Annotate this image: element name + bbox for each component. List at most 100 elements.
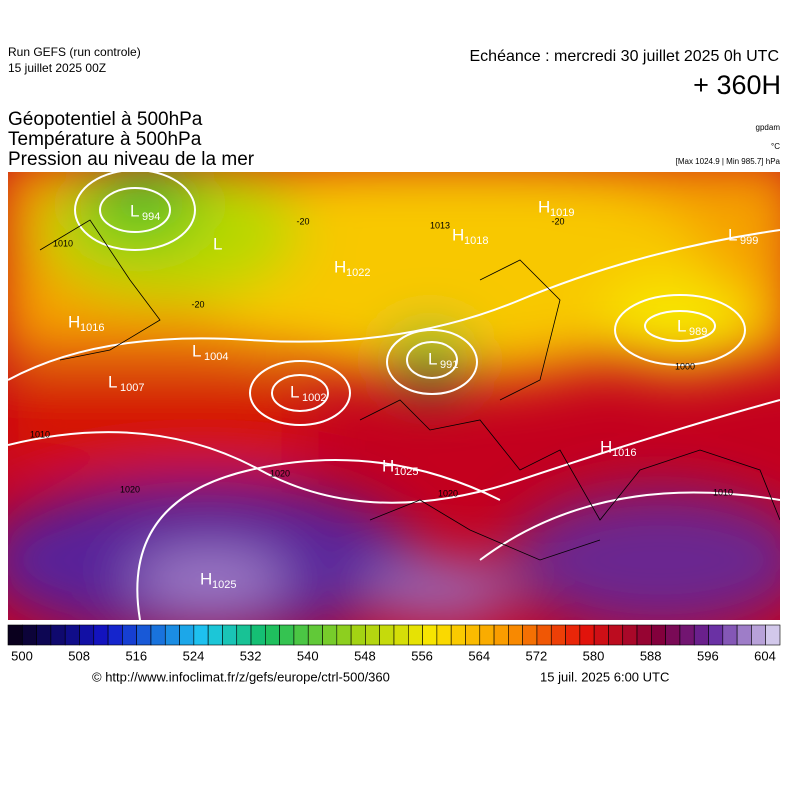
colorbar-tick-label: 604 — [754, 648, 776, 663]
colorbar-swatch — [365, 624, 381, 646]
map — [8, 172, 780, 620]
colorbar-swatch — [493, 624, 509, 646]
contour-label: 1010 — [53, 238, 73, 248]
unit: gpdam — [756, 123, 781, 132]
center-value: 991 — [440, 359, 458, 371]
colorbar-tick-label: 516 — [125, 648, 147, 663]
colorbar-swatch — [136, 624, 152, 646]
center-value: 1004 — [204, 351, 228, 363]
center-value: 1007 — [120, 382, 144, 394]
colorbar-swatch — [21, 624, 37, 646]
center-value: 1025 — [394, 466, 418, 478]
colorbar-swatch — [307, 624, 323, 646]
colorbar-tick-label: 540 — [297, 648, 319, 663]
colorbar-swatch — [64, 624, 80, 646]
run: Run GEFS (run controle) — [8, 45, 141, 59]
colorbar-swatch — [236, 624, 252, 646]
center-letter: L — [130, 201, 139, 220]
colorbar-swatch — [693, 624, 709, 646]
colorbar-tick-label: 548 — [354, 648, 376, 663]
center-letter: H — [538, 197, 550, 216]
contour-label: -20 — [191, 299, 204, 309]
colorbar-swatch — [193, 624, 209, 646]
field: Géopotentiel à 500hPa — [8, 109, 203, 130]
field: Pression au niveau de la mer — [8, 149, 255, 170]
colorbar-swatch — [536, 624, 552, 646]
colorbar-swatch — [407, 624, 423, 646]
colorbar-swatch — [265, 624, 280, 646]
center-value: 1016 — [80, 322, 104, 334]
colorbar-tick-label: 572 — [526, 648, 548, 663]
colorbar-swatch — [593, 624, 609, 646]
center-letter: L — [677, 316, 686, 335]
colorbar-swatch — [665, 624, 681, 646]
generated: 15 juil. 2025 6:00 UTC — [540, 669, 669, 684]
run-date: 15 juillet 2025 00Z — [8, 61, 106, 75]
colorbar-swatch — [122, 624, 137, 646]
colorbar-swatch — [465, 624, 481, 646]
colorbar-swatch — [207, 624, 223, 646]
colorbar-swatch — [50, 624, 66, 646]
center-letter: H — [68, 312, 80, 331]
pressure-range: [Max 1024.9 | Min 985.7] hPa — [676, 157, 781, 166]
colorbar-swatch — [164, 624, 180, 646]
colorbar-tick-label: 508 — [68, 648, 90, 663]
contour-label: -20 — [551, 216, 564, 226]
colorbar-swatch — [550, 624, 566, 646]
colorbar-swatch — [751, 624, 767, 646]
source: © http://www.infoclimat.fr/z/gefs/europe… — [92, 669, 390, 684]
colorbar-swatch — [565, 624, 581, 646]
colorbar-swatch — [7, 624, 23, 646]
colorbar-swatch — [722, 624, 738, 646]
colorbar-swatch — [450, 624, 466, 646]
colorbar-swatch — [622, 624, 638, 646]
center-value: 1016 — [612, 447, 636, 459]
colorbar-swatch — [336, 624, 352, 646]
colorbar-swatch — [436, 624, 452, 646]
colorbar-swatch — [508, 624, 523, 646]
contour-label: -20 — [296, 216, 309, 226]
center-letter: H — [600, 437, 612, 456]
colorbar-swatch — [279, 624, 295, 646]
contour-label: 1010 — [713, 487, 733, 497]
center-letter: H — [200, 569, 212, 588]
center-letter: L — [213, 234, 222, 253]
colorbar-swatch — [636, 624, 652, 646]
colorbar-swatch — [93, 624, 109, 646]
colorbar: 500 508 516 524 532 540 548 556 564 572 580 588 596 6… — [7, 624, 781, 663]
colorbar-swatch — [107, 624, 123, 646]
colorbar-tick-label: 564 — [468, 648, 490, 663]
center-letter: L — [290, 382, 299, 401]
colorbar-swatch — [651, 624, 666, 646]
lead-time: + 360H — [693, 70, 781, 100]
colorbar-swatch — [150, 624, 166, 646]
center-letter: L — [192, 341, 201, 360]
center-letter: H — [452, 225, 464, 244]
center-value: 1019 — [550, 207, 574, 219]
colorbar-swatch — [322, 624, 338, 646]
center-letter: L — [728, 225, 737, 244]
colorbar-swatch — [222, 624, 238, 646]
contour-label: 1020 — [270, 468, 290, 478]
contour-label: 1000 — [675, 361, 695, 371]
center-value: 1018 — [464, 235, 488, 247]
colorbar-swatch — [79, 624, 95, 646]
colorbar-swatch — [479, 624, 495, 646]
valid-time: Echéance : mercredi 30 juillet 2025 0h U… — [470, 48, 780, 65]
colorbar-swatch — [522, 624, 538, 646]
center-letter: H — [334, 257, 346, 276]
colorbar-tick-label: 556 — [411, 648, 433, 663]
contour-label: 1013 — [430, 220, 450, 230]
colorbar-swatch — [393, 624, 409, 646]
center-value: 1022 — [346, 267, 370, 279]
center-letter: H — [382, 456, 394, 475]
center-value: 994 — [142, 211, 160, 223]
colorbar-swatch — [579, 624, 595, 646]
contour-label: 1020 — [120, 484, 140, 494]
colorbar-swatch — [422, 624, 438, 646]
colorbar-tick-label: 524 — [183, 648, 205, 663]
colorbar-swatch — [679, 624, 695, 646]
colorbar-swatch — [608, 624, 624, 646]
center-value: 1002 — [302, 392, 326, 404]
